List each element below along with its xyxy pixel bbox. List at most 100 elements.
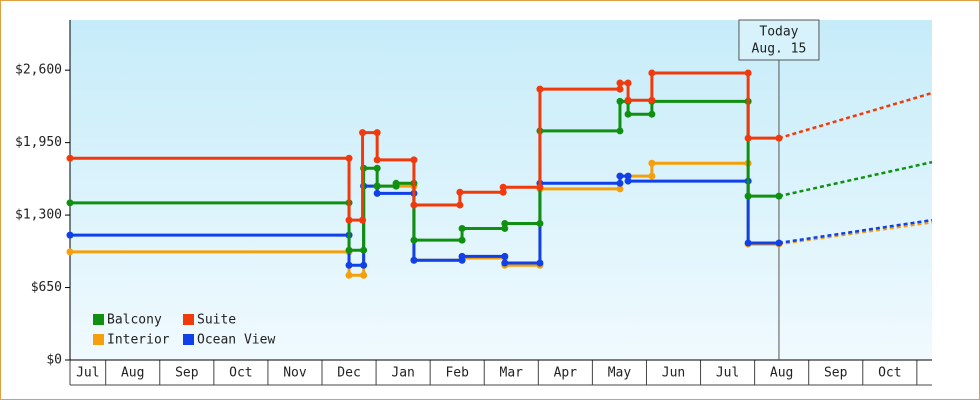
data-point <box>744 239 752 247</box>
x-tick-label: Aug <box>121 366 144 381</box>
data-point <box>373 189 381 197</box>
data-point <box>616 79 624 87</box>
data-point <box>360 261 368 269</box>
x-tick-label: Jul <box>76 366 99 381</box>
data-point <box>648 172 656 180</box>
data-point <box>775 239 783 247</box>
data-point <box>66 154 74 162</box>
data-point <box>345 261 353 269</box>
data-point <box>624 177 632 185</box>
data-point <box>345 154 353 162</box>
data-point <box>616 127 624 135</box>
data-point <box>501 224 509 232</box>
x-tick-label: Feb <box>445 366 469 381</box>
x-tick-label: Jan <box>391 366 414 381</box>
data-point <box>456 201 464 209</box>
projection-line <box>778 218 933 245</box>
data-point <box>744 69 752 77</box>
data-point <box>373 164 381 172</box>
data-point <box>392 179 400 187</box>
data-point <box>359 216 367 224</box>
data-point <box>648 96 656 104</box>
data-point <box>458 252 466 260</box>
projection-line <box>778 91 933 140</box>
legend-swatch <box>93 314 104 325</box>
x-tick-label: Sep <box>175 366 199 381</box>
data-point <box>624 79 632 87</box>
data-point <box>775 134 783 142</box>
x-tick-label: Sep <box>824 366 848 381</box>
data-point <box>360 271 368 279</box>
today-label: Aug. 15 <box>752 42 807 57</box>
data-point <box>456 188 464 196</box>
y-tick-label: $2,600 <box>15 63 62 78</box>
data-point <box>536 219 544 227</box>
data-point <box>616 185 624 193</box>
data-point <box>624 172 632 180</box>
data-point <box>458 236 466 244</box>
x-tick-label: Jul <box>716 366 739 381</box>
data-point <box>744 192 752 200</box>
data-point <box>616 97 624 105</box>
data-point <box>360 246 368 254</box>
data-point <box>616 85 624 93</box>
data-point <box>410 256 418 264</box>
data-point <box>536 85 544 93</box>
data-point <box>536 259 544 267</box>
data-point <box>359 129 367 137</box>
data-point <box>648 159 656 167</box>
data-point <box>648 69 656 77</box>
legend-label: Balcony <box>107 313 162 328</box>
data-point <box>775 192 783 200</box>
x-tick-label: May <box>608 366 632 381</box>
data-point <box>410 201 418 209</box>
data-point <box>410 236 418 244</box>
legend-label: Ocean View <box>197 333 275 348</box>
legend-label: Interior <box>107 333 170 348</box>
data-point <box>624 110 632 118</box>
x-tick-label: Jun <box>662 366 685 381</box>
data-point <box>616 179 624 187</box>
x-tick-label: Oct <box>878 366 901 381</box>
data-point <box>501 259 509 267</box>
x-tick-label: Oct <box>229 366 252 381</box>
data-point <box>345 271 353 279</box>
data-point <box>66 199 74 207</box>
data-point <box>499 183 507 191</box>
x-tick-label: Nov <box>283 366 307 381</box>
x-tick-label: Mar <box>500 366 524 381</box>
x-tick-label: Apr <box>554 366 578 381</box>
data-point <box>648 110 656 118</box>
y-tick-label: $0 <box>46 353 62 368</box>
data-point <box>373 156 381 164</box>
data-point <box>744 134 752 142</box>
legend-label: Suite <box>197 313 236 328</box>
legend-swatch <box>183 334 194 345</box>
data-point <box>458 224 466 232</box>
data-point <box>624 96 632 104</box>
y-tick-label: $1,950 <box>15 135 62 150</box>
data-point <box>345 246 353 254</box>
data-point <box>66 231 74 239</box>
data-point <box>501 252 509 260</box>
y-tick-label: $650 <box>31 280 62 295</box>
data-point <box>501 219 509 227</box>
data-point <box>373 129 381 137</box>
data-point <box>536 183 544 191</box>
legend-swatch <box>93 334 104 345</box>
today-box <box>738 19 820 61</box>
x-tick-label: Dec <box>337 366 360 381</box>
projection-line <box>778 160 933 198</box>
today-label: Today <box>759 25 798 40</box>
legend-swatch <box>183 314 194 325</box>
data-point <box>345 216 353 224</box>
data-point <box>616 172 624 180</box>
data-point <box>499 188 507 196</box>
x-tick-label: Aug <box>770 366 793 381</box>
data-point <box>373 182 381 190</box>
data-point <box>66 248 74 256</box>
y-tick-label: $1,300 <box>15 208 62 223</box>
data-point <box>410 156 418 164</box>
